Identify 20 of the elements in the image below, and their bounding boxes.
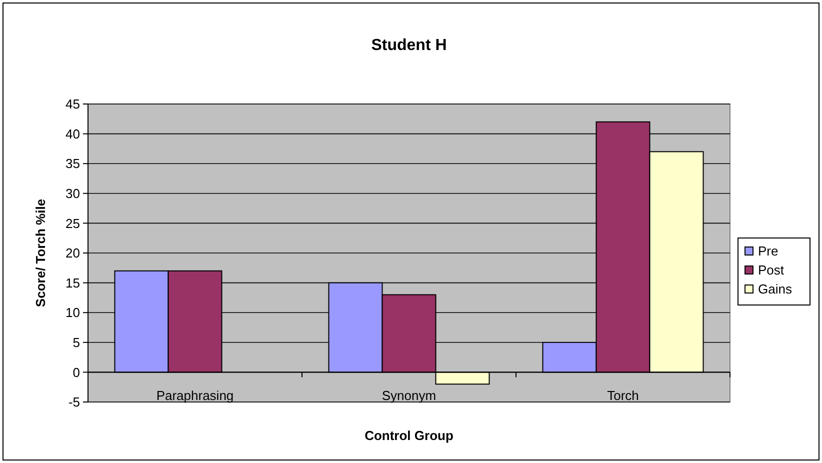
y-tick-label: 0 — [72, 364, 80, 380]
y-tick-label: 25 — [66, 216, 80, 231]
y-tick-label: 20 — [66, 246, 80, 261]
y-tick-label: 10 — [66, 305, 80, 320]
y-tick-label: 15 — [66, 275, 80, 290]
chart-title: Student H — [371, 37, 447, 54]
y-tick-label: 35 — [66, 156, 80, 172]
y-tick-label: 30 — [66, 186, 80, 201]
y-tick-label: 45 — [66, 96, 80, 112]
y-tick-label: 40 — [66, 126, 80, 142]
legend-label: Gains — [758, 282, 792, 297]
x-axis-title: Control Group — [364, 428, 454, 443]
x-tick-label: Torch — [607, 388, 639, 403]
x-tick-label: Synonym — [382, 388, 436, 403]
y-axis-title: Score/ Torch %ile — [33, 198, 48, 308]
legend-label: Pre — [758, 244, 778, 259]
y-tick-label: -5 — [68, 394, 80, 410]
x-tick-label: Paraphrasing — [156, 388, 234, 403]
legend-label: Post — [758, 262, 784, 278]
y-tick-label: 5 — [72, 334, 80, 350]
